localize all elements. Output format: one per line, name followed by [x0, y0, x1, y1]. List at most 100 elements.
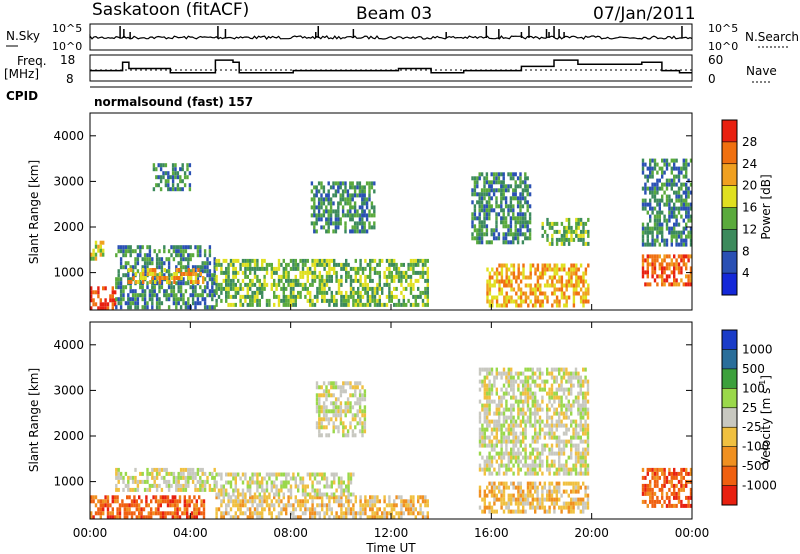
heatmap-cell: [563, 263, 566, 268]
heatmap-cell: [172, 285, 176, 290]
heatmap-cell: [327, 409, 331, 414]
heatmap-cell: [512, 271, 516, 276]
heatmap-cell: [646, 282, 649, 287]
heatmap-cell: [285, 262, 288, 267]
heatmap-cell: [510, 447, 513, 452]
heatmap-cell: [577, 431, 580, 436]
heatmap-cell: [97, 511, 100, 516]
heatmap-cell: [90, 256, 93, 261]
heatmap-cell: [417, 294, 420, 299]
heatmap-cell: [567, 427, 570, 432]
heatmap-cell: [575, 283, 578, 288]
heatmap-cell: [661, 170, 664, 175]
heatmap-cell: [171, 499, 174, 504]
heatmap-cell: [340, 294, 343, 299]
heatmap-cell: [661, 198, 664, 203]
heatmap-cell: [524, 447, 527, 452]
heatmap-cell: [111, 507, 114, 512]
heatmap-cell: [282, 258, 285, 263]
heatmap-cell: [139, 285, 142, 290]
heatmap-cell: [174, 499, 177, 504]
heatmap-cell: [322, 201, 326, 206]
heatmap-cell: [309, 290, 312, 295]
heatmap-cell: [229, 262, 233, 267]
heatmap-cell: [106, 503, 110, 508]
heatmap-cell: [548, 415, 551, 420]
heatmap-cell: [521, 196, 525, 201]
heatmap-cell: [357, 266, 360, 271]
heatmap-cell: [534, 447, 537, 452]
heatmap-cell: [393, 274, 396, 279]
heatmap-cell: [368, 193, 371, 198]
heatmap-cell: [106, 511, 110, 516]
heatmap-cell: [358, 409, 362, 414]
heatmap-cell: [689, 230, 693, 235]
heatmap-cell: [548, 221, 552, 226]
heatmap-cell: [342, 480, 345, 485]
heatmap-cell: [159, 187, 163, 192]
heatmap-cell: [682, 198, 685, 203]
heatmap-cell: [325, 433, 328, 438]
heatmap-cell: [158, 297, 161, 302]
heatmap-cell: [285, 511, 288, 516]
heatmap-cell: [641, 234, 645, 239]
heatmap-cell: [562, 387, 566, 392]
heatmap-cell: [567, 279, 571, 284]
heatmap-cell: [673, 282, 676, 287]
heatmap-cell: [488, 451, 491, 456]
heatmap-cell: [142, 268, 145, 272]
heatmap-cell: [330, 393, 333, 398]
y-tick-label: 1000: [53, 475, 84, 489]
heatmap-cell: [194, 471, 197, 476]
heatmap-cell: [155, 301, 159, 306]
heatmap-cell: [194, 269, 197, 274]
heatmap-cell: [661, 158, 664, 163]
heatmap-cell: [249, 499, 252, 504]
heatmap-cell: [294, 278, 297, 283]
heatmap-cell: [507, 423, 510, 428]
heatmap-cell: [172, 475, 176, 480]
heatmap-cell: [579, 387, 582, 392]
heatmap-cell: [500, 489, 503, 494]
heatmap-cell: [526, 375, 530, 380]
heatmap-cell: [354, 278, 357, 283]
heatmap-cell: [488, 240, 491, 245]
heatmap-cell: [522, 415, 525, 420]
heatmap-cell: [531, 435, 534, 440]
heatmap-cell: [202, 280, 205, 284]
heatmap-cell: [273, 282, 276, 287]
heatmap-cell: [273, 270, 276, 275]
heatmap-cell: [565, 303, 568, 308]
heatmap-cell: [345, 495, 348, 500]
heatmap-cell: [217, 492, 221, 497]
heatmap-cell: [195, 511, 198, 516]
heatmap-cell: [514, 228, 517, 233]
heatmap-cell: [481, 497, 484, 502]
heatmap-cell: [558, 439, 561, 444]
heatmap-cell: [524, 184, 527, 189]
heatmap-cell: [490, 399, 494, 404]
heatmap-cell: [359, 282, 362, 287]
heatmap-cell: [488, 459, 491, 464]
colorbar-tick-label: 4: [742, 266, 750, 280]
heatmap-cell: [354, 495, 357, 500]
heatmap-cell: [550, 489, 554, 494]
heatmap-cell: [199, 487, 202, 492]
heatmap-cell: [507, 407, 510, 412]
heatmap-cell: [97, 290, 100, 295]
heatmap-cell: [646, 270, 649, 275]
heatmap-cell: [426, 499, 429, 504]
heatmap-cell: [505, 427, 508, 432]
heatmap-cell: [507, 435, 510, 440]
heatmap-cell: [332, 381, 335, 386]
heatmap-cell: [270, 472, 273, 477]
heatmap-cell: [502, 471, 506, 476]
heatmap-cell: [421, 495, 425, 500]
heatmap-cell: [104, 306, 107, 311]
heatmap-cell: [493, 485, 496, 490]
heatmap-cell: [689, 226, 693, 231]
heatmap-cell: [383, 515, 386, 520]
heatmap-cell: [504, 204, 508, 209]
heatmap-cell: [373, 515, 377, 520]
heatmap-cell: [346, 409, 350, 414]
